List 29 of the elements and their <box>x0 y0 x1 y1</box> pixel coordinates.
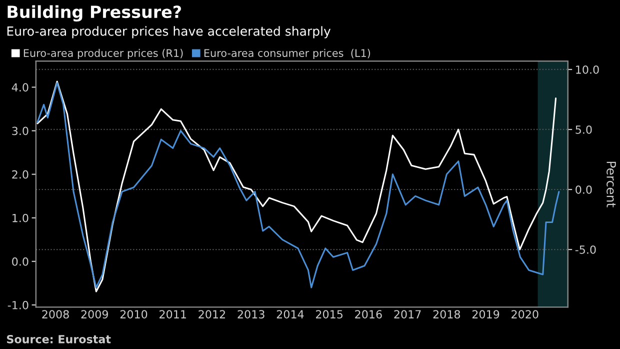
x-tick-label: 2019 <box>472 310 500 318</box>
y2-tick-label: 5.0 <box>576 125 592 134</box>
y-tick-label: 0.0 <box>12 257 28 266</box>
y2-axis-title: Percent <box>606 162 616 208</box>
x-tick-label: 2020 <box>512 310 538 318</box>
x-tick-label: 2010 <box>120 310 148 318</box>
x-tick-label: 2016 <box>355 310 382 318</box>
y-tick-label: 4.0 <box>12 83 28 92</box>
x-tick-label: 2009 <box>81 310 108 318</box>
y2-tick-label: 10.0 <box>576 65 599 74</box>
x-tick-label: 2008 <box>42 310 69 318</box>
legend-label: Euro-area consumer prices (L1) <box>204 48 370 59</box>
y-tick-label: 3.0 <box>12 126 28 136</box>
y-tick-label: 2.0 <box>12 170 28 179</box>
chart-subtitle: Euro-area producer prices have accelerated sharply <box>7 26 331 38</box>
x-tick-label: 2011 <box>160 310 186 318</box>
source-note: Source: Eurostat <box>6 334 111 344</box>
x-tick-label: 2018 <box>433 310 460 318</box>
y2-tick-label: 0.0 <box>576 185 592 194</box>
x-tick-label: 2014 <box>276 310 304 318</box>
legend-label: Euro-area producer prices (R1) <box>24 48 183 59</box>
y2-tick-label: -5.0 <box>575 245 596 254</box>
y-tick-label: -1.0 <box>8 300 28 310</box>
x-tick-label: 2012 <box>198 310 225 318</box>
x-tick-label: 2017 <box>394 310 421 318</box>
x-tick-label: 2013 <box>238 310 264 318</box>
chart-title: Building Pressure? <box>8 5 181 22</box>
y-tick-label: 1.0 <box>12 214 28 222</box>
x-tick-label: 2015 <box>316 310 342 318</box>
